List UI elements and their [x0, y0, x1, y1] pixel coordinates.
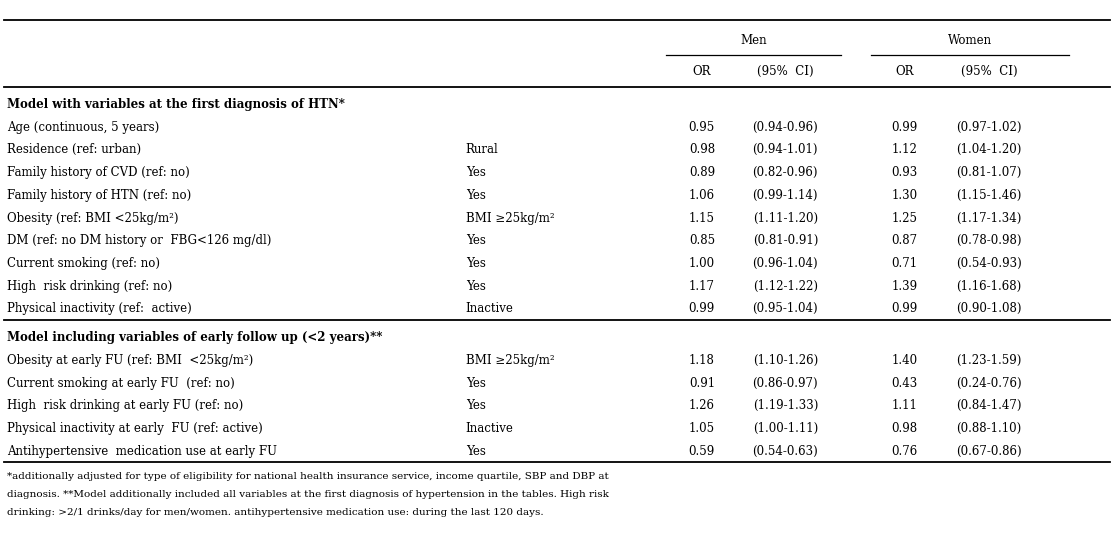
- Text: 0.99: 0.99: [891, 121, 918, 134]
- Text: Obesity at early FU (ref: BMI  <25kg/m²): Obesity at early FU (ref: BMI <25kg/m²): [7, 354, 253, 367]
- Text: Men: Men: [741, 34, 766, 47]
- Text: 0.87: 0.87: [891, 234, 918, 247]
- Text: (0.67-0.86): (0.67-0.86): [957, 445, 1022, 458]
- Text: 0.99: 0.99: [891, 302, 918, 315]
- Text: 1.11: 1.11: [891, 399, 918, 412]
- Text: 0.98: 0.98: [891, 422, 918, 435]
- Text: 1.26: 1.26: [688, 399, 715, 412]
- Text: (1.10-1.26): (1.10-1.26): [753, 354, 818, 367]
- Text: 0.89: 0.89: [688, 166, 715, 179]
- Text: BMI ≥25kg/m²: BMI ≥25kg/m²: [466, 212, 555, 225]
- Text: 0.91: 0.91: [688, 377, 715, 390]
- Text: (0.81-0.91): (0.81-0.91): [753, 234, 818, 247]
- Text: 1.25: 1.25: [891, 212, 918, 225]
- Text: 1.12: 1.12: [891, 143, 918, 156]
- Text: 0.99: 0.99: [688, 302, 715, 315]
- Text: High  risk drinking (ref: no): High risk drinking (ref: no): [7, 280, 172, 293]
- Text: (0.82-0.96): (0.82-0.96): [753, 166, 818, 179]
- Text: Yes: Yes: [466, 280, 486, 293]
- Text: drinking: >2/1 drinks/day for men/women. antihypertensive medication use: during: drinking: >2/1 drinks/day for men/women.…: [7, 507, 544, 517]
- Text: 0.59: 0.59: [688, 445, 715, 458]
- Text: diagnosis. **Model additionally included all variables at the first diagnosis of: diagnosis. **Model additionally included…: [7, 490, 608, 499]
- Text: (0.86-0.97): (0.86-0.97): [753, 377, 818, 390]
- Text: High  risk drinking at early FU (ref: no): High risk drinking at early FU (ref: no): [7, 399, 243, 412]
- Text: (95%  CI): (95% CI): [961, 65, 1017, 78]
- Text: 1.06: 1.06: [688, 189, 715, 202]
- Text: BMI ≥25kg/m²: BMI ≥25kg/m²: [466, 354, 555, 367]
- Text: Physical inactivity at early  FU (ref: active): Physical inactivity at early FU (ref: ac…: [7, 422, 263, 435]
- Text: Family history of CVD (ref: no): Family history of CVD (ref: no): [7, 166, 189, 179]
- Text: Yes: Yes: [466, 377, 486, 390]
- Text: 0.93: 0.93: [891, 166, 918, 179]
- Text: (1.19-1.33): (1.19-1.33): [753, 399, 818, 412]
- Text: 0.95: 0.95: [688, 121, 715, 134]
- Text: Yes: Yes: [466, 445, 486, 458]
- Text: OR: OR: [693, 65, 711, 78]
- Text: Inactive: Inactive: [466, 422, 514, 435]
- Text: Current smoking at early FU  (ref: no): Current smoking at early FU (ref: no): [7, 377, 234, 390]
- Text: (1.15-1.46): (1.15-1.46): [957, 189, 1022, 202]
- Text: 1.17: 1.17: [688, 280, 715, 293]
- Text: (0.99-1.14): (0.99-1.14): [753, 189, 818, 202]
- Text: Age (continuous, 5 years): Age (continuous, 5 years): [7, 121, 159, 134]
- Text: 0.43: 0.43: [891, 377, 918, 390]
- Text: 1.15: 1.15: [688, 212, 715, 225]
- Text: Antihypertensive  medication use at early FU: Antihypertensive medication use at early…: [7, 445, 276, 458]
- Text: (0.54-0.93): (0.54-0.93): [956, 257, 1023, 270]
- Text: Model including variables of early follow up (<2 years)**: Model including variables of early follo…: [7, 331, 382, 344]
- Text: OR: OR: [896, 65, 913, 78]
- Text: Rural: Rural: [466, 143, 498, 156]
- Text: *additionally adjusted for type of eligibility for national health insurance ser: *additionally adjusted for type of eligi…: [7, 472, 608, 481]
- Text: 1.00: 1.00: [688, 257, 715, 270]
- Text: 1.39: 1.39: [891, 280, 918, 293]
- Text: 0.76: 0.76: [891, 445, 918, 458]
- Text: (0.81-1.07): (0.81-1.07): [957, 166, 1022, 179]
- Text: (95%  CI): (95% CI): [758, 65, 813, 78]
- Text: 1.18: 1.18: [688, 354, 715, 367]
- Text: Yes: Yes: [466, 189, 486, 202]
- Text: (0.94-1.01): (0.94-1.01): [753, 143, 818, 156]
- Text: Inactive: Inactive: [466, 302, 514, 315]
- Text: (0.94-0.96): (0.94-0.96): [752, 121, 819, 134]
- Text: Family history of HTN (ref: no): Family history of HTN (ref: no): [7, 189, 190, 202]
- Text: (0.95-1.04): (0.95-1.04): [753, 302, 818, 315]
- Text: 1.30: 1.30: [891, 189, 918, 202]
- Text: Residence (ref: urban): Residence (ref: urban): [7, 143, 140, 156]
- Text: 0.98: 0.98: [688, 143, 715, 156]
- Text: (1.17-1.34): (1.17-1.34): [957, 212, 1022, 225]
- Text: 0.85: 0.85: [688, 234, 715, 247]
- Text: (1.23-1.59): (1.23-1.59): [957, 354, 1022, 367]
- Text: Women: Women: [948, 34, 993, 47]
- Text: (1.04-1.20): (1.04-1.20): [957, 143, 1022, 156]
- Text: (0.78-0.98): (0.78-0.98): [957, 234, 1022, 247]
- Text: Yes: Yes: [466, 166, 486, 179]
- Text: (0.24-0.76): (0.24-0.76): [957, 377, 1022, 390]
- Text: (1.12-1.22): (1.12-1.22): [753, 280, 818, 293]
- Text: Yes: Yes: [466, 234, 486, 247]
- Text: 0.71: 0.71: [891, 257, 918, 270]
- Text: (1.00-1.11): (1.00-1.11): [753, 422, 818, 435]
- Text: Current smoking (ref: no): Current smoking (ref: no): [7, 257, 159, 270]
- Text: 1.40: 1.40: [891, 354, 918, 367]
- Text: Obesity (ref: BMI <25kg/m²): Obesity (ref: BMI <25kg/m²): [7, 212, 178, 225]
- Text: (0.90-1.08): (0.90-1.08): [957, 302, 1022, 315]
- Text: 1.05: 1.05: [688, 422, 715, 435]
- Text: Model with variables at the first diagnosis of HTN*: Model with variables at the first diagno…: [7, 98, 344, 111]
- Text: (1.16-1.68): (1.16-1.68): [957, 280, 1022, 293]
- Text: DM (ref: no DM history or  FBG<126 mg/dl): DM (ref: no DM history or FBG<126 mg/dl): [7, 234, 271, 247]
- Text: (0.96-1.04): (0.96-1.04): [753, 257, 818, 270]
- Text: (0.88-1.10): (0.88-1.10): [957, 422, 1022, 435]
- Text: (0.84-1.47): (0.84-1.47): [957, 399, 1022, 412]
- Text: (1.11-1.20): (1.11-1.20): [753, 212, 818, 225]
- Text: (0.54-0.63): (0.54-0.63): [752, 445, 819, 458]
- Text: Yes: Yes: [466, 399, 486, 412]
- Text: Physical inactivity (ref:  active): Physical inactivity (ref: active): [7, 302, 192, 315]
- Text: (0.97-1.02): (0.97-1.02): [957, 121, 1022, 134]
- Text: Yes: Yes: [466, 257, 486, 270]
